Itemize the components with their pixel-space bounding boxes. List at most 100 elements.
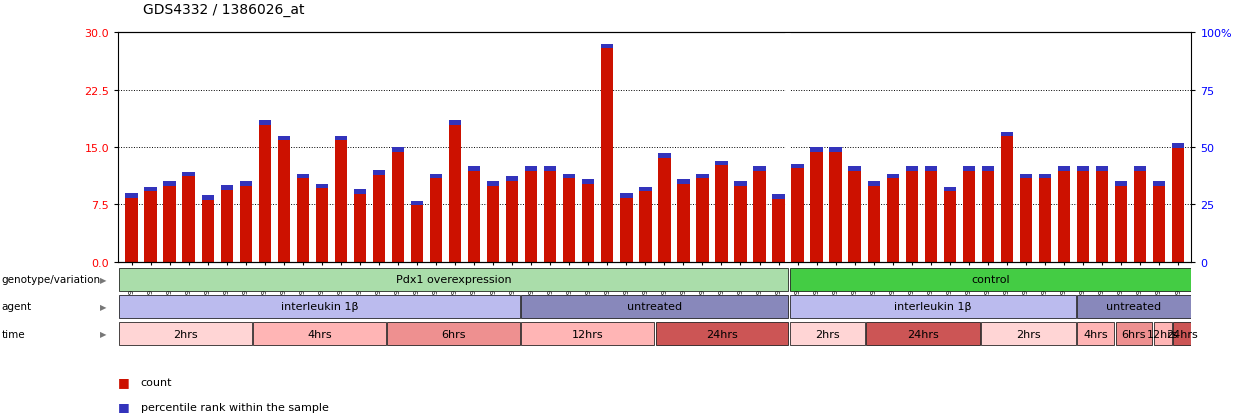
Bar xyxy=(296,174,309,179)
Bar xyxy=(639,188,651,192)
Bar xyxy=(126,193,138,198)
Bar xyxy=(1058,167,1071,171)
Bar xyxy=(563,174,575,262)
Bar xyxy=(620,193,632,198)
Text: 12hrs: 12hrs xyxy=(571,329,604,339)
Bar xyxy=(144,188,157,192)
Text: interleukin 1β: interleukin 1β xyxy=(281,301,359,312)
Text: 24hrs: 24hrs xyxy=(908,329,939,339)
Bar xyxy=(144,188,157,262)
Bar xyxy=(544,167,557,262)
Bar xyxy=(789,295,1076,318)
Bar xyxy=(505,177,518,181)
Text: 2hrs: 2hrs xyxy=(1016,329,1041,339)
Bar xyxy=(372,171,385,175)
Bar xyxy=(829,148,842,262)
Text: 4hrs: 4hrs xyxy=(308,329,332,339)
Bar xyxy=(789,323,865,345)
Bar xyxy=(1077,295,1190,318)
Text: untreated: untreated xyxy=(1107,301,1162,312)
Bar xyxy=(354,190,366,194)
Bar xyxy=(220,186,233,190)
Bar xyxy=(120,323,251,345)
Bar xyxy=(1116,323,1153,345)
Text: 6hrs: 6hrs xyxy=(1122,329,1147,339)
Bar xyxy=(962,167,975,171)
Bar xyxy=(716,161,727,262)
Bar xyxy=(583,180,594,184)
Bar xyxy=(868,182,880,187)
Bar xyxy=(620,193,632,262)
Bar xyxy=(335,136,347,262)
Bar xyxy=(1172,144,1184,148)
Text: 4hrs: 4hrs xyxy=(1083,329,1108,339)
Bar xyxy=(1077,167,1089,171)
Bar xyxy=(183,172,195,262)
Bar xyxy=(849,167,860,171)
Bar xyxy=(1153,182,1165,262)
Bar xyxy=(430,174,442,262)
Text: time: time xyxy=(1,329,25,339)
Bar xyxy=(810,148,823,262)
Bar xyxy=(1114,182,1127,187)
Bar xyxy=(829,148,842,152)
Bar xyxy=(120,268,788,291)
Text: ▶: ▶ xyxy=(100,302,107,311)
Bar xyxy=(525,167,538,171)
Bar xyxy=(659,154,671,262)
Bar xyxy=(316,184,329,262)
Text: ■: ■ xyxy=(118,375,129,389)
Bar xyxy=(525,167,538,262)
Bar xyxy=(487,182,499,262)
Text: Pdx1 overexpression: Pdx1 overexpression xyxy=(396,274,512,285)
Bar xyxy=(1153,182,1165,187)
Bar xyxy=(789,268,1190,291)
Bar xyxy=(753,167,766,171)
Bar xyxy=(163,182,176,187)
Bar xyxy=(1001,132,1013,262)
Bar xyxy=(1077,167,1089,262)
Bar xyxy=(886,174,899,262)
Bar xyxy=(772,195,784,199)
Bar xyxy=(1020,174,1032,262)
Bar xyxy=(202,196,214,200)
Bar xyxy=(220,186,233,262)
Text: 2hrs: 2hrs xyxy=(815,329,839,339)
Bar xyxy=(411,201,423,206)
Bar xyxy=(392,148,405,262)
Text: agent: agent xyxy=(1,301,31,312)
Bar xyxy=(449,121,461,262)
Bar xyxy=(925,167,937,171)
Bar xyxy=(772,195,784,262)
Bar xyxy=(1134,167,1147,262)
Text: count: count xyxy=(141,377,172,387)
Bar xyxy=(487,182,499,187)
Bar xyxy=(1038,174,1051,262)
Bar xyxy=(659,154,671,158)
Bar xyxy=(253,323,386,345)
Bar xyxy=(601,45,614,262)
Bar xyxy=(278,136,290,262)
Bar xyxy=(126,193,138,262)
Bar xyxy=(1038,174,1051,179)
Bar xyxy=(1134,167,1147,171)
Text: control: control xyxy=(971,274,1010,285)
Bar xyxy=(163,182,176,262)
Text: untreated: untreated xyxy=(627,301,682,312)
Bar xyxy=(354,190,366,262)
Bar xyxy=(1001,133,1013,137)
Bar xyxy=(981,323,1076,345)
Text: 24hrs: 24hrs xyxy=(1167,329,1198,339)
Bar xyxy=(296,174,309,262)
Bar xyxy=(1058,167,1071,262)
Bar xyxy=(981,167,994,171)
Bar xyxy=(944,188,956,192)
Text: interleukin 1β: interleukin 1β xyxy=(894,301,971,312)
Bar xyxy=(335,136,347,141)
Bar xyxy=(1173,323,1190,345)
Text: ▶: ▶ xyxy=(100,330,107,338)
Bar xyxy=(925,167,937,262)
Bar xyxy=(522,323,654,345)
Bar xyxy=(563,174,575,179)
Bar xyxy=(601,45,614,49)
